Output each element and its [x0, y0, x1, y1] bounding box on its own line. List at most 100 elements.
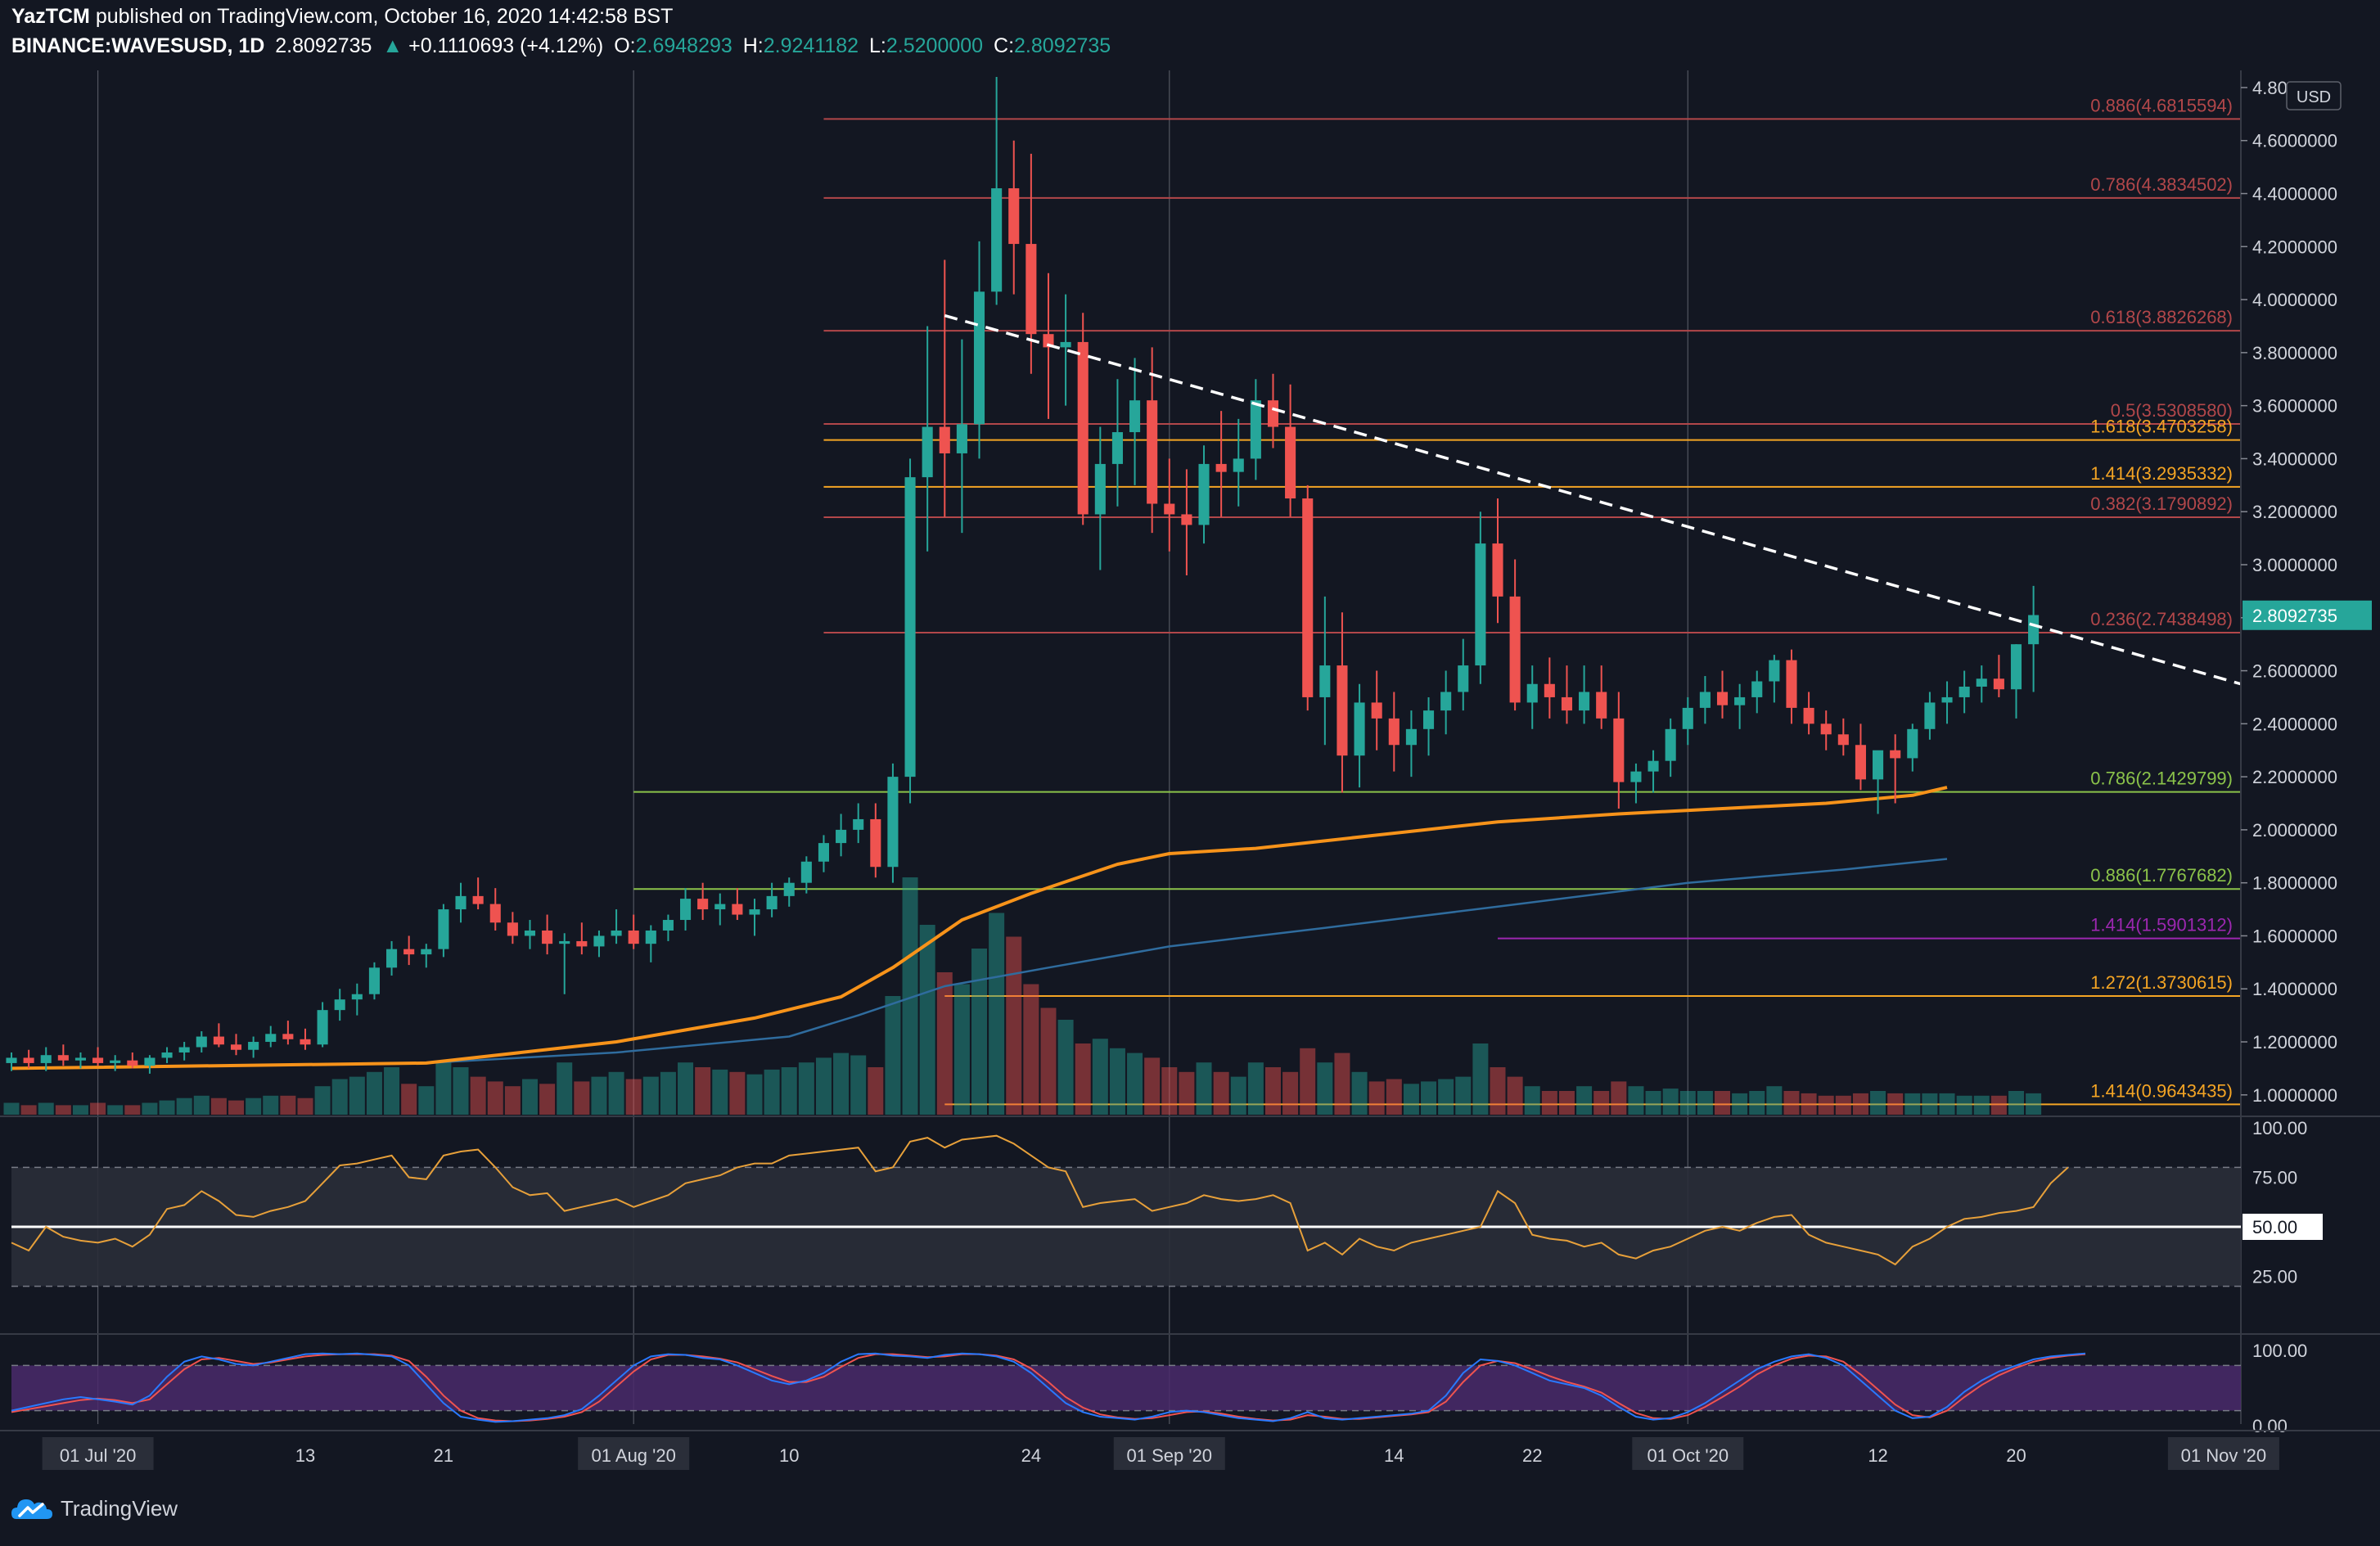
candle-body	[386, 949, 398, 968]
volume-bar	[1386, 1079, 1402, 1115]
candle-body	[1422, 710, 1435, 729]
price-axis[interactable]: 4.80000004.60000004.40000004.20000004.00…	[0, 70, 2380, 1424]
time-tick-label: 14	[1384, 1445, 1404, 1466]
candle-body	[1924, 702, 1936, 729]
candle-body	[1561, 696, 1573, 711]
volume-bar	[1679, 1091, 1696, 1115]
volume-bar	[2008, 1091, 2024, 1115]
candle-body	[472, 895, 484, 904]
rsi-pane[interactable]: 100.00 75.00 50.00 25.00	[11, 1118, 2323, 1287]
volume-bar	[314, 1086, 331, 1115]
volume-bar	[1368, 1081, 1385, 1115]
volume-bar	[1939, 1093, 1955, 1115]
candle-body	[904, 477, 916, 778]
price-tick-label: 2.6000000	[2252, 661, 2337, 682]
candle-body	[1630, 771, 1642, 782]
volume-bar	[228, 1100, 245, 1115]
candle-body	[334, 999, 345, 1011]
volume-bar	[176, 1098, 192, 1115]
price-tick-label: 2.4000000	[2252, 714, 2337, 734]
tradingview-logo[interactable]: TradingView	[10, 1494, 178, 1522]
candle-body	[1648, 760, 1659, 772]
time-tick-label: 24	[1021, 1445, 1041, 1466]
time-tick-box[interactable]	[1632, 1437, 1744, 1470]
volume-bar	[90, 1102, 106, 1115]
last-price-tag[interactable]	[2243, 600, 2372, 630]
volume-bar	[642, 1076, 659, 1115]
volume-bar	[1904, 1093, 1921, 1115]
rsi-tick-label: 25.00	[2252, 1267, 2297, 1287]
rsi-tick-label: 75.00	[2252, 1168, 2297, 1188]
candle-body	[1285, 426, 1296, 499]
candle-body	[1215, 463, 1227, 472]
time-tick-label: 01 Aug '20	[592, 1445, 676, 1466]
price-tick-label: 4.2000000	[2252, 237, 2337, 257]
volume-bar	[1282, 1071, 1299, 1115]
price-tick-label: 3.4000000	[2252, 448, 2337, 469]
descending-trendline[interactable]	[944, 313, 2242, 686]
volume-bar	[366, 1071, 382, 1115]
time-tick-box[interactable]	[1113, 1437, 1225, 1470]
stoch-k-line	[11, 1352, 2086, 1423]
time-tick-box[interactable]	[2167, 1437, 2279, 1470]
time-tick-box[interactable]	[578, 1437, 690, 1470]
time-tick-label: 01 Sep '20	[1127, 1445, 1213, 1466]
symbol-name[interactable]: BINANCE:WAVESUSD, 1D	[11, 34, 265, 57]
volume-bar	[107, 1105, 124, 1115]
candle-body	[92, 1057, 104, 1063]
volume-bar	[1351, 1071, 1368, 1115]
volume-bar	[1870, 1091, 1886, 1115]
volume-bar	[1179, 1071, 1195, 1115]
volume-bar	[1507, 1076, 1523, 1115]
volume-bar	[384, 1067, 400, 1115]
volume-bar	[1438, 1079, 1454, 1115]
fib-level-label: 0.5(3.5308580)	[2111, 400, 2233, 421]
candle-body	[1665, 728, 1676, 761]
publisher-name[interactable]: YazTCM	[11, 5, 90, 28]
volume-bar	[1109, 1048, 1125, 1115]
volume-bar	[72, 1105, 88, 1115]
time-tick-box[interactable]	[42, 1437, 154, 1470]
candle-body	[1129, 400, 1141, 433]
volume-bar	[1092, 1039, 1108, 1115]
volume-bar	[1161, 1067, 1178, 1115]
volume-bar	[470, 1076, 486, 1115]
rsi-line	[11, 1134, 2069, 1266]
candle-body	[783, 882, 795, 896]
currency-badge[interactable]	[2286, 81, 2342, 110]
volume-bar	[55, 1105, 71, 1115]
candle-body	[507, 922, 518, 936]
volume-bar	[1749, 1091, 1765, 1115]
volume-bar	[850, 1055, 867, 1115]
time-axis[interactable]: 01 Jul '20 13 21 01 Aug '20 10 24 01 Sep '20 14…	[0, 1430, 2380, 1470]
volume-bar	[1887, 1093, 1904, 1115]
ma-orange-line	[11, 786, 1948, 1070]
candle-body	[1751, 681, 1763, 697]
candle-body	[697, 899, 709, 910]
volume-bar	[746, 1074, 763, 1115]
candle-body	[351, 994, 363, 1000]
candle-body	[213, 1036, 224, 1045]
volume-bar	[263, 1095, 279, 1115]
volume-bar	[1421, 1081, 1437, 1115]
rsi-midline-tag[interactable]	[2243, 1214, 2323, 1240]
volume-bar	[678, 1062, 694, 1115]
volume-bar	[798, 1062, 814, 1115]
trendline[interactable]	[944, 313, 2242, 686]
volume-bar	[280, 1095, 296, 1115]
volume-bar	[1732, 1093, 1748, 1115]
volume-bar	[193, 1095, 210, 1115]
ma-blue-line	[11, 858, 1948, 1070]
candle-body	[714, 904, 726, 910]
candle-body	[161, 1052, 173, 1058]
candle-body	[1267, 400, 1279, 427]
stoch-rsi-pane[interactable]: 100.00 0.00	[11, 1341, 2307, 1436]
volume-bar	[1213, 1071, 1229, 1115]
volume-bar	[1144, 1057, 1161, 1115]
candle-body	[1492, 543, 1503, 597]
candle-body	[887, 777, 899, 868]
volume-bar	[815, 1057, 832, 1115]
candle-body	[1147, 400, 1158, 504]
